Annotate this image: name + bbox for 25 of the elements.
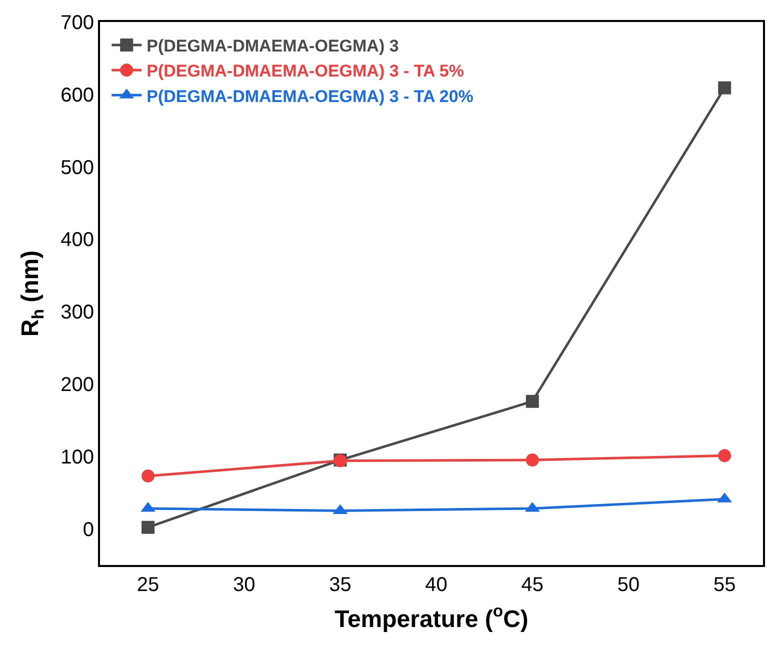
x-tick-label: 55 [713, 574, 736, 596]
y-tick-label: 600 [60, 84, 94, 106]
y-tick-label: 700 [60, 12, 94, 34]
x-tick-label: 40 [425, 574, 448, 596]
x-tick-label: 25 [136, 574, 160, 596]
point [142, 520, 155, 534]
x-tick-label: 35 [329, 574, 352, 596]
legend-label: P(DEGMA-DMAEMA-OEGMA) 3 [146, 36, 399, 56]
y-tick-label: 100 [60, 446, 94, 468]
point [142, 469, 155, 482]
x-axis-title: Temperature ($^{o}$C) [334, 602, 528, 633]
point [526, 454, 539, 467]
y-tick-label: 500 [60, 156, 94, 179]
point [526, 394, 539, 408]
legend-label: P(DEGMA-DMAEMA-OEGMA) 3 - TA 5% [146, 62, 464, 81]
point [718, 81, 732, 94]
x-tick-label: 30 [233, 574, 256, 596]
x-tick-label: 50 [617, 574, 640, 596]
y-tick-label: 0 [82, 518, 94, 541]
y-tick-label: 400 [60, 229, 94, 252]
y-tick-label: 200 [60, 374, 94, 396]
legend-label: P(DEGMA-DMAEMA-OEGMA) 3 - TA 20% [146, 86, 474, 106]
x-tick-label: 45 [521, 574, 544, 596]
y-tick-label: 300 [60, 302, 94, 324]
point [718, 449, 732, 462]
